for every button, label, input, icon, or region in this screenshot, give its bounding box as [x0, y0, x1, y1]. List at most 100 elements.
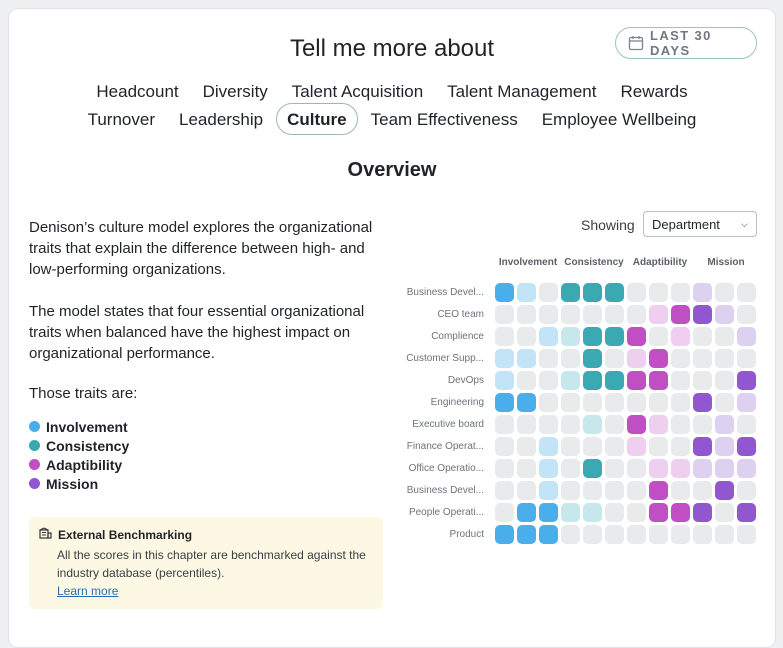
- heatmap-cell[interactable]: [539, 283, 558, 302]
- heatmap-cell[interactable]: [495, 415, 514, 434]
- heatmap-cell[interactable]: [561, 481, 580, 500]
- heatmap-cell[interactable]: [671, 459, 690, 478]
- heatmap-cell[interactable]: [583, 283, 602, 302]
- heatmap-cell[interactable]: [605, 481, 624, 500]
- heatmap-cell[interactable]: [605, 371, 624, 390]
- heatmap-cell[interactable]: [671, 305, 690, 324]
- heatmap-cell[interactable]: [627, 503, 646, 522]
- heatmap-cell[interactable]: [715, 481, 734, 500]
- heatmap-cell[interactable]: [737, 503, 756, 522]
- heatmap-cell[interactable]: [737, 481, 756, 500]
- heatmap-cell[interactable]: [605, 283, 624, 302]
- heatmap-cell[interactable]: [693, 305, 712, 324]
- heatmap-cell[interactable]: [539, 481, 558, 500]
- heatmap-cell[interactable]: [693, 459, 712, 478]
- heatmap-cell[interactable]: [583, 349, 602, 368]
- heatmap-cell[interactable]: [605, 503, 624, 522]
- heatmap-cell[interactable]: [583, 305, 602, 324]
- heatmap-cell[interactable]: [517, 305, 536, 324]
- heatmap-cell[interactable]: [737, 305, 756, 324]
- heatmap-cell[interactable]: [517, 393, 536, 412]
- heatmap-cell[interactable]: [671, 283, 690, 302]
- heatmap-cell[interactable]: [561, 415, 580, 434]
- heatmap-cell[interactable]: [737, 349, 756, 368]
- heatmap-cell[interactable]: [495, 349, 514, 368]
- heatmap-cell[interactable]: [737, 371, 756, 390]
- heatmap-cell[interactable]: [627, 415, 646, 434]
- heatmap-cell[interactable]: [671, 415, 690, 434]
- heatmap-cell[interactable]: [605, 393, 624, 412]
- heatmap-cell[interactable]: [693, 437, 712, 456]
- heatmap-cell[interactable]: [671, 371, 690, 390]
- heatmap-cell[interactable]: [583, 503, 602, 522]
- heatmap-cell[interactable]: [715, 283, 734, 302]
- heatmap-cell[interactable]: [627, 327, 646, 346]
- heatmap-cell[interactable]: [737, 415, 756, 434]
- heatmap-cell[interactable]: [583, 393, 602, 412]
- heatmap-cell[interactable]: [539, 503, 558, 522]
- heatmap-cell[interactable]: [627, 481, 646, 500]
- tab-employee-wellbeing[interactable]: Employee Wellbeing: [541, 110, 697, 129]
- heatmap-cell[interactable]: [627, 525, 646, 544]
- heatmap-cell[interactable]: [715, 415, 734, 434]
- heatmap-cell[interactable]: [693, 481, 712, 500]
- heatmap-cell[interactable]: [539, 371, 558, 390]
- heatmap-cell[interactable]: [583, 371, 602, 390]
- heatmap-cell[interactable]: [539, 437, 558, 456]
- heatmap-cell[interactable]: [649, 371, 668, 390]
- heatmap-cell[interactable]: [693, 349, 712, 368]
- tab-headcount[interactable]: Headcount: [96, 82, 179, 101]
- heatmap-cell[interactable]: [561, 349, 580, 368]
- heatmap-cell[interactable]: [517, 371, 536, 390]
- heatmap-cell[interactable]: [605, 305, 624, 324]
- heatmap-cell[interactable]: [627, 393, 646, 412]
- heatmap-cell[interactable]: [649, 525, 668, 544]
- heatmap-cell[interactable]: [583, 481, 602, 500]
- tab-talent-acquisition[interactable]: Talent Acquisition: [291, 82, 424, 101]
- heatmap-cell[interactable]: [495, 371, 514, 390]
- heatmap-cell[interactable]: [605, 459, 624, 478]
- heatmap-cell[interactable]: [693, 283, 712, 302]
- heatmap-cell[interactable]: [561, 503, 580, 522]
- learn-more-link[interactable]: Learn more: [57, 584, 119, 598]
- heatmap-cell[interactable]: [517, 459, 536, 478]
- heatmap-cell[interactable]: [737, 437, 756, 456]
- department-select[interactable]: Department ⌵: [643, 211, 757, 237]
- heatmap-cell[interactable]: [693, 371, 712, 390]
- heatmap-cell[interactable]: [693, 503, 712, 522]
- heatmap-cell[interactable]: [517, 481, 536, 500]
- heatmap-cell[interactable]: [693, 393, 712, 412]
- tab-talent-management[interactable]: Talent Management: [447, 82, 597, 101]
- heatmap-cell[interactable]: [649, 437, 668, 456]
- heatmap-cell[interactable]: [561, 305, 580, 324]
- heatmap-cell[interactable]: [539, 459, 558, 478]
- tab-turnover[interactable]: Turnover: [87, 110, 155, 129]
- tab-team-effectiveness[interactable]: Team Effectiveness: [370, 110, 518, 129]
- heatmap-cell[interactable]: [737, 283, 756, 302]
- heatmap-cell[interactable]: [627, 371, 646, 390]
- heatmap-cell[interactable]: [737, 393, 756, 412]
- heatmap-cell[interactable]: [605, 349, 624, 368]
- heatmap-cell[interactable]: [693, 415, 712, 434]
- heatmap-cell[interactable]: [605, 525, 624, 544]
- heatmap-cell[interactable]: [715, 349, 734, 368]
- heatmap-cell[interactable]: [649, 393, 668, 412]
- heatmap-cell[interactable]: [649, 349, 668, 368]
- heatmap-cell[interactable]: [539, 349, 558, 368]
- heatmap-cell[interactable]: [583, 327, 602, 346]
- heatmap-cell[interactable]: [649, 327, 668, 346]
- heatmap-cell[interactable]: [715, 503, 734, 522]
- heatmap-cell[interactable]: [737, 459, 756, 478]
- heatmap-cell[interactable]: [627, 459, 646, 478]
- heatmap-cell[interactable]: [583, 525, 602, 544]
- heatmap-cell[interactable]: [671, 525, 690, 544]
- heatmap-cell[interactable]: [539, 305, 558, 324]
- heatmap-cell[interactable]: [495, 525, 514, 544]
- heatmap-cell[interactable]: [517, 327, 536, 346]
- heatmap-cell[interactable]: [495, 437, 514, 456]
- heatmap-cell[interactable]: [671, 481, 690, 500]
- heatmap-cell[interactable]: [539, 525, 558, 544]
- heatmap-cell[interactable]: [671, 437, 690, 456]
- heatmap-cell[interactable]: [583, 459, 602, 478]
- heatmap-cell[interactable]: [561, 525, 580, 544]
